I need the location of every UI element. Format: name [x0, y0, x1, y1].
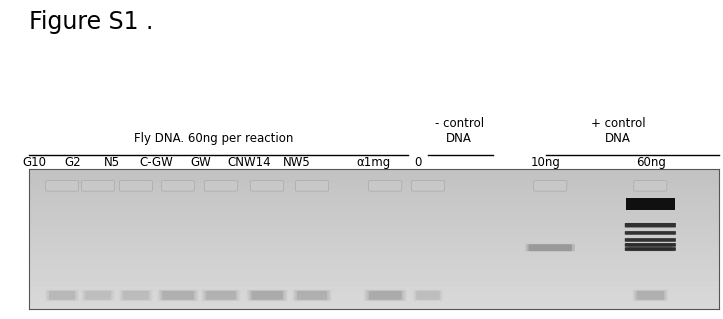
Text: N5: N5 [104, 156, 120, 169]
FancyBboxPatch shape [160, 290, 197, 300]
FancyBboxPatch shape [251, 181, 283, 191]
FancyBboxPatch shape [534, 181, 567, 191]
FancyBboxPatch shape [625, 243, 676, 247]
FancyBboxPatch shape [162, 291, 194, 300]
FancyBboxPatch shape [634, 290, 667, 300]
FancyBboxPatch shape [526, 244, 575, 251]
FancyBboxPatch shape [161, 181, 194, 191]
FancyBboxPatch shape [49, 291, 75, 300]
FancyBboxPatch shape [205, 181, 237, 191]
FancyBboxPatch shape [366, 290, 405, 300]
FancyBboxPatch shape [625, 223, 676, 227]
FancyBboxPatch shape [529, 244, 572, 251]
FancyBboxPatch shape [249, 290, 286, 300]
Text: 10ng: 10ng [531, 156, 561, 169]
FancyBboxPatch shape [85, 291, 111, 300]
Text: C-GW: C-GW [140, 156, 173, 169]
FancyBboxPatch shape [625, 247, 676, 251]
Text: CNW14: CNW14 [228, 156, 271, 169]
FancyBboxPatch shape [296, 181, 328, 191]
FancyBboxPatch shape [369, 181, 402, 191]
Text: G10: G10 [22, 156, 47, 169]
FancyBboxPatch shape [82, 181, 114, 191]
FancyBboxPatch shape [294, 290, 330, 300]
Bar [626, 198, 675, 211]
FancyBboxPatch shape [205, 291, 236, 300]
FancyBboxPatch shape [158, 290, 199, 301]
FancyBboxPatch shape [203, 290, 239, 300]
FancyBboxPatch shape [369, 291, 402, 300]
Text: + control
DNA: + control DNA [591, 117, 646, 145]
Text: G2: G2 [64, 156, 80, 169]
FancyBboxPatch shape [628, 244, 672, 251]
FancyBboxPatch shape [633, 290, 668, 301]
FancyBboxPatch shape [252, 291, 283, 300]
FancyBboxPatch shape [297, 291, 328, 300]
FancyBboxPatch shape [634, 181, 667, 191]
Text: 0: 0 [414, 156, 422, 169]
FancyBboxPatch shape [247, 290, 288, 301]
FancyBboxPatch shape [636, 291, 664, 300]
FancyBboxPatch shape [364, 290, 406, 301]
Text: α1mg: α1mg [356, 156, 390, 169]
Text: - control
DNA: - control DNA [435, 117, 484, 145]
FancyBboxPatch shape [625, 231, 676, 235]
FancyBboxPatch shape [47, 290, 77, 300]
FancyBboxPatch shape [121, 290, 151, 300]
Text: NW5: NW5 [283, 156, 310, 169]
Text: 60ng: 60ng [636, 156, 666, 169]
FancyBboxPatch shape [46, 181, 79, 191]
FancyBboxPatch shape [414, 290, 442, 300]
FancyBboxPatch shape [82, 290, 114, 300]
FancyBboxPatch shape [625, 244, 675, 251]
Text: Figure S1 .: Figure S1 . [29, 10, 153, 33]
Text: Fly DNA. 60ng per reaction: Fly DNA. 60ng per reaction [134, 132, 293, 145]
FancyBboxPatch shape [625, 238, 676, 242]
Text: GW: GW [191, 156, 211, 169]
FancyBboxPatch shape [123, 291, 149, 300]
FancyBboxPatch shape [201, 290, 241, 301]
FancyBboxPatch shape [293, 290, 332, 301]
FancyBboxPatch shape [416, 291, 440, 300]
FancyBboxPatch shape [119, 181, 153, 191]
FancyBboxPatch shape [411, 181, 445, 191]
